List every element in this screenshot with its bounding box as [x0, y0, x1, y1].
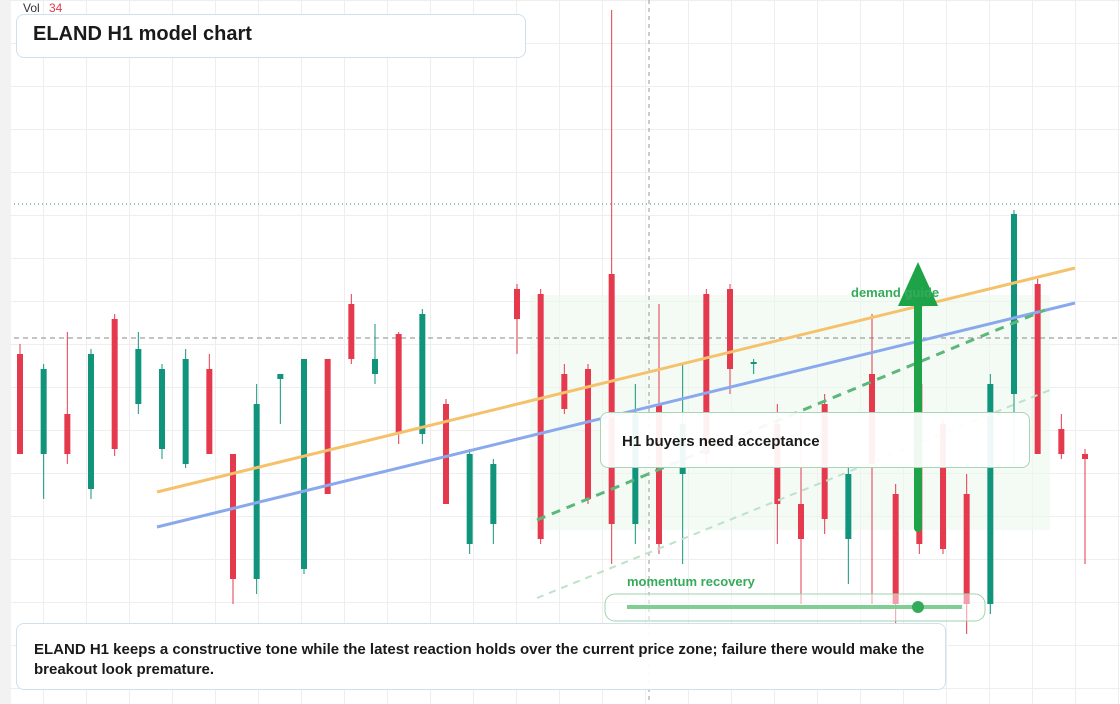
candle-body [135, 349, 142, 404]
candle-body [88, 354, 94, 489]
volume-label: Vol [23, 1, 40, 15]
candle-body [892, 494, 899, 604]
candle-body [798, 504, 804, 539]
candle-body [301, 359, 307, 569]
candle-body [159, 369, 165, 449]
candle-body [490, 464, 497, 524]
candle-body [17, 354, 23, 454]
candle-body [40, 369, 47, 454]
candle-body [656, 404, 662, 544]
candle-body [230, 454, 236, 579]
candle-body [987, 384, 994, 604]
candle-body [324, 359, 331, 494]
candle-body [845, 474, 852, 539]
candle-body [963, 494, 970, 604]
candle-body [443, 404, 449, 504]
candle-body [64, 414, 71, 454]
candle-body [419, 314, 426, 434]
candle-body [750, 362, 757, 364]
chart-title: ELAND H1 model chart [16, 14, 526, 58]
candle-body [111, 319, 118, 449]
candle-body [182, 359, 189, 464]
left-rail [0, 0, 11, 704]
annotation-box: H1 buyers need acceptance [600, 412, 1030, 468]
candle-body [1082, 454, 1088, 459]
candle-body [277, 374, 284, 379]
candle-body [1011, 214, 1017, 394]
candle-body [585, 369, 591, 499]
candle-body [1034, 284, 1041, 454]
candle-body [395, 334, 402, 434]
candle-body [537, 294, 544, 539]
candle-body [940, 424, 946, 549]
candle-body [703, 294, 710, 454]
candle-body [466, 454, 473, 544]
arrow-head [898, 262, 938, 306]
candle-body [727, 289, 733, 369]
candle-body [632, 414, 639, 524]
annotation: demand guide [851, 285, 939, 300]
candle-body [514, 289, 520, 319]
candle-body [1058, 429, 1065, 454]
candle-body [608, 274, 615, 524]
candle-body [372, 359, 378, 374]
momentum-dot [912, 601, 924, 613]
candle-body [206, 369, 213, 454]
annotation: momentum recovery [627, 574, 756, 589]
candle-body [348, 304, 355, 359]
candle-body [253, 404, 260, 579]
volume-value: 34 [49, 1, 63, 15]
caption: ELAND H1 keeps a constructive tone while… [16, 623, 946, 690]
